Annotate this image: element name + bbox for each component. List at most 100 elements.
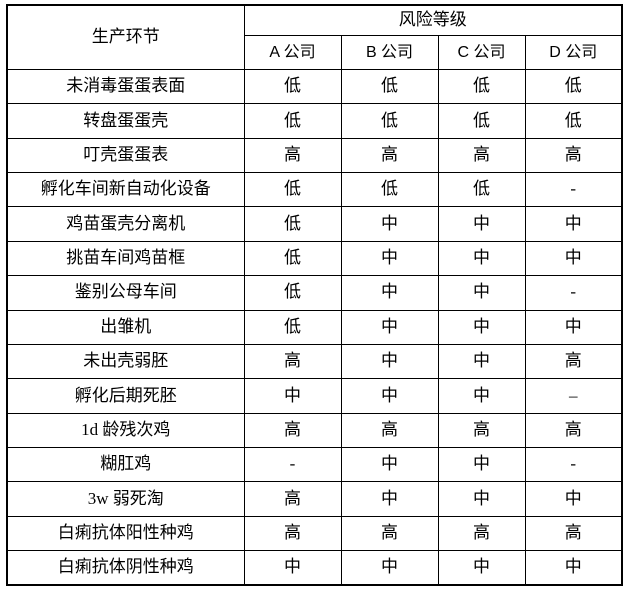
risk-cell-company-b: 中 <box>340 240 439 277</box>
table-row: 鸡苗蛋壳分离机 低 中 中 中 <box>6 206 623 242</box>
table-header: 生产环节 风险等级 A 公司 B 公司 C 公司 D 公司 <box>6 4 623 70</box>
table-body: 未消毒蛋蛋表面 低 低 低 低 转盘蛋蛋壳 低 低 低 低 叮壳蛋蛋表 高 高 … <box>6 68 623 586</box>
table-row: 未消毒蛋蛋表面 低 低 低 低 <box>6 68 623 105</box>
risk-cell-company-d: 高 <box>524 515 623 552</box>
risk-cell-company-b: 低 <box>340 68 439 105</box>
risk-cell-company-c: 中 <box>437 378 526 414</box>
risk-cell-company-d: 高 <box>524 137 623 174</box>
risk-cell-company-a: 高 <box>243 412 342 448</box>
column-group-header-risk-level: 风险等级 <box>243 4 623 36</box>
production-stage-cell: 未消毒蛋蛋表面 <box>6 68 245 105</box>
risk-cell-company-c: 低 <box>437 172 526 208</box>
risk-cell-company-c: 中 <box>437 343 526 380</box>
risk-cell-company-b: 中 <box>340 206 439 242</box>
production-stage-cell: 孵化后期死胚 <box>6 378 245 414</box>
risk-cell-company-b: 中 <box>340 309 439 345</box>
table-row: 白痢抗体阴性种鸡 中 中 中 中 <box>6 550 623 586</box>
column-header-production-stage: 生产环节 <box>6 4 245 70</box>
table-row: 挑苗车间鸡苗框 低 中 中 中 <box>6 240 623 277</box>
risk-cell-company-d: 低 <box>524 68 623 105</box>
risk-cell-company-c: 高 <box>437 412 526 448</box>
risk-cell-company-a: 高 <box>243 515 342 552</box>
risk-cell-company-b: 中 <box>340 343 439 380</box>
risk-cell-company-b: 中 <box>340 446 439 483</box>
risk-cell-company-d: - <box>524 275 623 311</box>
risk-cell-company-c: 中 <box>437 206 526 242</box>
column-header-company-b: B 公司 <box>340 35 439 70</box>
table-row: 糊肛鸡 - 中 中 - <box>6 446 623 483</box>
risk-cell-company-a: 高 <box>243 481 342 517</box>
risk-cell-company-c: 中 <box>437 550 526 586</box>
risk-cell-company-a: 低 <box>243 103 342 139</box>
table-row: 出雏机 低 中 中 中 <box>6 309 623 345</box>
risk-cell-company-a: 中 <box>243 378 342 414</box>
production-stage-cell: 转盘蛋蛋壳 <box>6 103 245 139</box>
table-row: 转盘蛋蛋壳 低 低 低 低 <box>6 103 623 139</box>
column-header-company-c: C 公司 <box>437 35 526 70</box>
risk-cell-company-a: 中 <box>243 550 342 586</box>
risk-cell-company-d: 中 <box>524 481 623 517</box>
risk-cell-company-b: 高 <box>340 412 439 448</box>
production-stage-cell: 孵化车间新自动化设备 <box>6 172 245 208</box>
risk-cell-company-d: 低 <box>524 103 623 139</box>
risk-cell-company-c: 中 <box>437 446 526 483</box>
header-row-group: 生产环节 风险等级 <box>6 4 623 70</box>
risk-cell-company-d: 中 <box>524 309 623 345</box>
risk-cell-company-b: 中 <box>340 275 439 311</box>
production-stage-cell: 糊肛鸡 <box>6 446 245 483</box>
risk-cell-company-d: 中 <box>524 550 623 586</box>
production-stage-cell: 白痢抗体阳性种鸡 <box>6 515 245 552</box>
column-header-company-a: A 公司 <box>243 35 342 70</box>
column-header-company-d: D 公司 <box>524 35 623 70</box>
risk-cell-company-c: 低 <box>437 68 526 105</box>
risk-cell-company-a: 低 <box>243 240 342 277</box>
risk-cell-company-c: 高 <box>437 137 526 174</box>
table-row: 3w 弱死淘 高 中 中 中 <box>6 481 623 517</box>
risk-level-table: 生产环节 风险等级 A 公司 B 公司 C 公司 D 公司 未消毒蛋蛋表面 低 … <box>6 4 623 586</box>
table-row: 孵化后期死胚 中 中 中 – <box>6 378 623 414</box>
production-stage-cell: 1d 龄残次鸡 <box>6 412 245 448</box>
risk-cell-company-a: 高 <box>243 343 342 380</box>
risk-cell-company-a: - <box>243 446 342 483</box>
risk-cell-company-a: 低 <box>243 309 342 345</box>
risk-cell-company-b: 中 <box>340 481 439 517</box>
risk-cell-company-b: 高 <box>340 515 439 552</box>
risk-cell-company-d: 中 <box>524 206 623 242</box>
risk-cell-company-d: 中 <box>524 240 623 277</box>
risk-cell-company-c: 中 <box>437 309 526 345</box>
risk-cell-company-d: 高 <box>524 412 623 448</box>
risk-cell-company-d: - <box>524 446 623 483</box>
header-row-companies: A 公司 B 公司 C 公司 D 公司 <box>7 35 623 70</box>
risk-cell-company-c: 高 <box>437 515 526 552</box>
production-stage-cell: 鸡苗蛋壳分离机 <box>6 206 245 242</box>
risk-cell-company-b: 中 <box>340 550 439 586</box>
production-stage-cell: 白痢抗体阴性种鸡 <box>6 550 245 586</box>
table-row: 叮壳蛋蛋表 高 高 高 高 <box>6 137 623 174</box>
table-row: 1d 龄残次鸡 高 高 高 高 <box>6 412 623 448</box>
risk-cell-company-b: 中 <box>340 378 439 414</box>
risk-cell-company-a: 低 <box>243 68 342 105</box>
risk-cell-company-c: 中 <box>437 240 526 277</box>
risk-cell-company-b: 低 <box>340 172 439 208</box>
table-row: 鉴别公母车间 低 中 中 - <box>6 275 623 311</box>
risk-cell-company-a: 低 <box>243 206 342 242</box>
risk-cell-company-d: - <box>524 172 623 208</box>
production-stage-cell: 叮壳蛋蛋表 <box>6 137 245 174</box>
production-stage-cell: 挑苗车间鸡苗框 <box>6 240 245 277</box>
risk-cell-company-b: 高 <box>340 137 439 174</box>
risk-cell-company-c: 中 <box>437 275 526 311</box>
risk-cell-company-a: 低 <box>243 275 342 311</box>
production-stage-cell: 鉴别公母车间 <box>6 275 245 311</box>
risk-cell-company-d: – <box>524 378 623 414</box>
table-row: 未出壳弱胚 高 中 中 高 <box>6 343 623 380</box>
risk-cell-company-c: 中 <box>437 481 526 517</box>
risk-cell-company-a: 低 <box>243 172 342 208</box>
risk-cell-company-b: 低 <box>340 103 439 139</box>
risk-cell-company-d: 高 <box>524 343 623 380</box>
risk-cell-company-a: 高 <box>243 137 342 174</box>
production-stage-cell: 3w 弱死淘 <box>6 481 245 517</box>
risk-cell-company-c: 低 <box>437 103 526 139</box>
production-stage-cell: 未出壳弱胚 <box>6 343 245 380</box>
table-row: 孵化车间新自动化设备 低 低 低 - <box>6 172 623 208</box>
